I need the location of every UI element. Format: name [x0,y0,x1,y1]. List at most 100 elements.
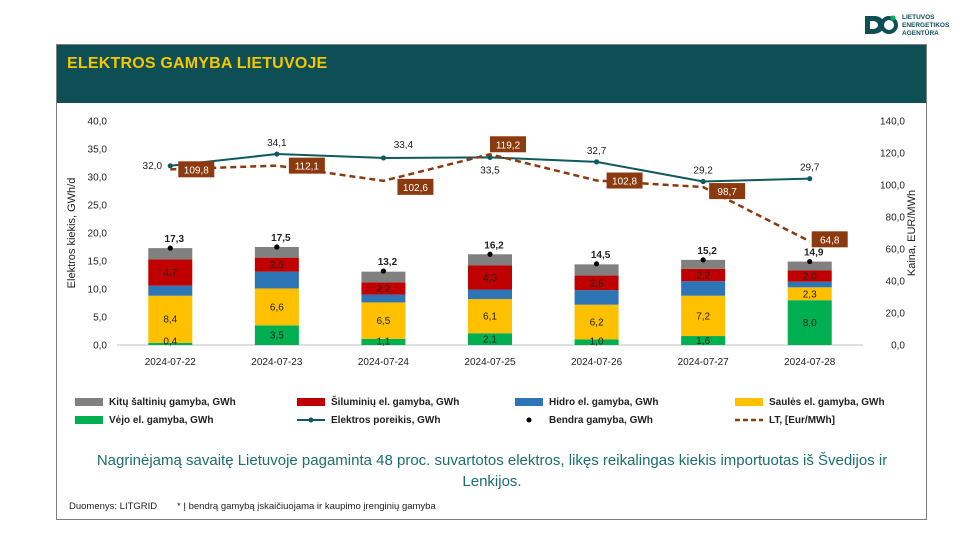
bar-value-label: 8,0 [803,318,817,329]
bar-value-label: 6,6 [270,302,284,313]
bar-segment [468,289,512,300]
price-label-box [606,172,643,189]
legend-item-wind: Vėjo el. gamyba, GWh [75,412,213,428]
bar-segment [574,339,619,345]
agency-logo: LIETUVOS ENERGETIKOS AGENTŪRA [862,10,957,40]
y-tick-label: 35,0 [88,145,108,156]
bar-value-label: 6,1 [483,312,497,323]
total-point [167,245,173,251]
bar-segment [254,247,299,258]
legend-item-solar: Saulės el. gamyba, GWh [735,394,885,410]
total-label: 14,9 [804,248,824,259]
legend-label: Šiluminių el. gamyba, GWh [331,396,460,408]
bar-segment [254,288,299,326]
x-tick-label: 2024-07-24 [358,357,410,368]
legend-dot-total-icon [526,417,532,423]
price-label-box [490,136,526,153]
bar-value-label: 2,2 [696,271,710,282]
bar-value-label: 1,6 [696,336,710,347]
total-label: 17,3 [165,234,185,245]
price-label: 109,8 [184,165,209,176]
bar-segment [148,342,193,345]
price-label-box [397,178,434,195]
demand-label: 29,2 [693,165,713,176]
legend-item-other: Kitų šaltinių gamyba, GWh [75,394,236,410]
bar-value-label: 2,3 [803,289,817,300]
total-label: 16,2 [484,240,504,251]
price-line [170,152,811,243]
legend-swatch [735,398,763,406]
price-label: 64,8 [820,235,840,246]
total-label: 14,5 [591,250,611,261]
bar-value-label: 2,6 [590,278,604,289]
legend-swatch [297,398,325,406]
bar-segment [787,270,832,282]
total-label: 13,2 [378,257,398,268]
y2-tick-label: 80,0 [886,213,906,224]
price-label: 98,7 [717,187,737,198]
bar-value-label: 1,0 [590,337,604,348]
demand-label: 32,7 [587,146,607,157]
legend-label: Hidro el. gamyba, GWh [549,396,659,408]
legend-item-total: Bendra gamyba, GWh [515,412,653,428]
y-tick-label: 25,0 [88,201,108,212]
x-tick-label: 2024-07-25 [464,357,516,368]
price-label-box [178,161,215,178]
legend-swatch [515,398,543,406]
legend-line-price-icon [735,418,763,422]
bar-segment [681,295,726,337]
bar-segment [468,299,512,334]
bar-segment [787,261,832,271]
x-tick-label: 2024-07-26 [571,357,623,368]
total-point [807,258,813,265]
chart-caption: Nagrinėjamą savaitę Lietuvoje pagaminta … [96,452,888,490]
y2-tick-label: 20,0 [886,309,906,320]
bar-segment [361,294,406,303]
demand-point [380,155,387,161]
bar-segment [148,248,193,260]
bar-value-label: 4,3 [483,273,497,284]
legend-item-demand: Elektros poreikis, GWh [297,412,440,428]
legend-line-demand-icon [297,417,325,423]
legend-swatch [75,416,103,424]
bar-segment [361,338,406,345]
y-tick-label: 10,0 [88,285,108,296]
bar-segment [681,336,726,345]
demand-point [807,176,813,182]
bar-value-label: 6,2 [590,318,604,329]
total-point [700,257,706,263]
bar-segment [468,254,512,266]
bar-segment [361,302,406,339]
total-point [593,261,600,267]
bar-value-label: 4,7 [163,268,177,279]
legend-item-thermal: Šiluminių el. gamyba, GWh [297,394,459,410]
price-label-box [288,157,325,174]
y2-tick-label: 60,0 [886,245,906,256]
y2-tick-label: 0,0 [891,341,905,352]
legend-label: Elektros poreikis, GWh [331,414,441,426]
bar-value-label: 2,5 [270,260,284,271]
bar-value-label: 2,2 [376,284,390,295]
bar-value-label: 2,1 [483,335,497,346]
x-tick-label: 2024-07-27 [678,357,730,368]
total-point [380,268,387,274]
bar-segment [574,290,619,305]
bar-segment [787,300,832,345]
bar-segment [468,333,512,345]
x-tick-label: 2024-07-23 [251,357,303,368]
bar-value-label: 7,2 [696,311,710,322]
header-bar: ELEKTROS GAMYBA LIETUVOJE [57,45,926,103]
y2-tick-label: 100,0 [880,181,905,192]
bar-segment [787,287,832,301]
bar-segment [468,265,512,290]
bar-segment [254,257,299,272]
demand-point [593,159,600,165]
data-source: Duomenys: LITGRID [69,501,158,512]
bar-value-label: 6,5 [376,316,390,327]
y2-axis-title: Kaina, EUR/MWh [906,190,918,276]
bar-segment [574,264,619,276]
total-point [487,251,493,257]
demand-label: 29,7 [800,163,820,174]
legend-label: Vėjo el. gamyba, GWh [109,414,214,426]
price-label-box [811,231,848,248]
